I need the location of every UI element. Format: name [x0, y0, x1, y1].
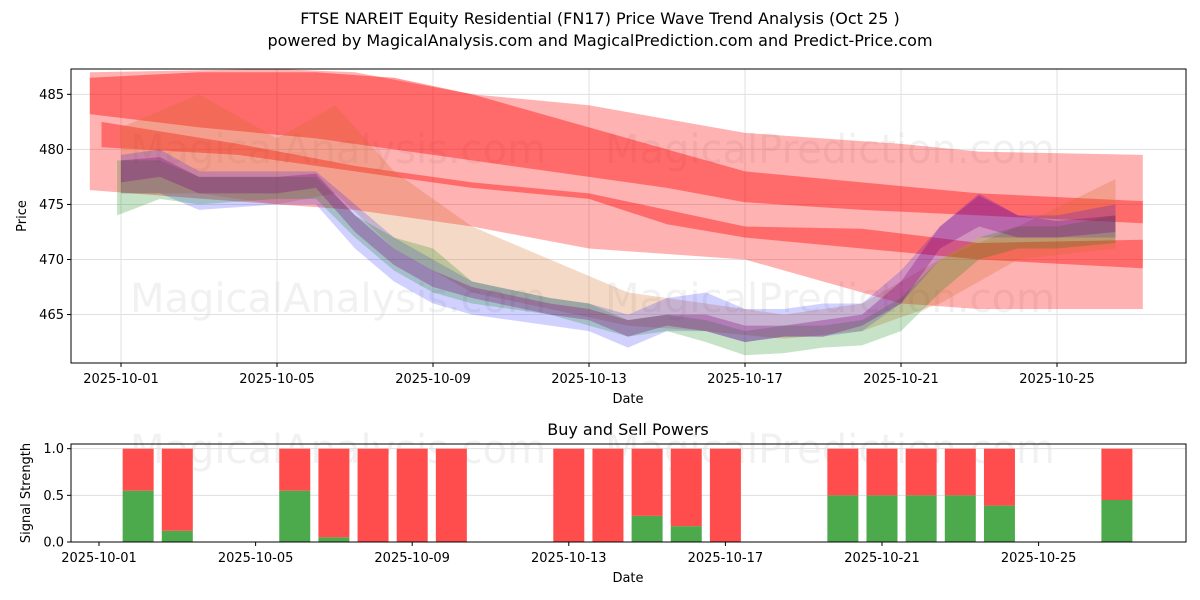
signal-x-ticks: 2025-10-01 2025-10-05 2025-10-09 2025-10-13… [61, 542, 1076, 566]
sell-bar [162, 449, 193, 531]
sell-bar [397, 449, 428, 542]
y-tick-label: 465 [39, 308, 64, 323]
y-tick-label: 0.5 [43, 489, 64, 504]
sell-bar [945, 449, 976, 496]
y-tick-label: 480 [39, 143, 64, 158]
price-x-label: Date [612, 392, 643, 407]
x-tick-label: 2025-10-21 [863, 372, 939, 387]
x-tick-label: 2025-10-01 [61, 551, 137, 566]
x-tick-label: 2025-10-13 [531, 551, 607, 566]
y-tick-label: 470 [39, 253, 64, 268]
buy-bar [867, 495, 898, 542]
sell-bar [553, 449, 584, 542]
y-tick-label: 485 [39, 88, 64, 103]
buy-bar [827, 495, 858, 542]
sell-bar [632, 449, 663, 516]
price-y-ticks: 465 470 475 480 485 [39, 88, 71, 323]
sell-bar [867, 449, 898, 496]
buy-bar [984, 506, 1015, 542]
x-tick-label: 2025-10-09 [374, 551, 450, 566]
x-tick-label: 2025-10-17 [688, 551, 764, 566]
x-tick-label: 2025-10-05 [239, 372, 315, 387]
x-tick-label: 2025-10-01 [83, 372, 159, 387]
x-tick-label: 2025-10-17 [707, 372, 783, 387]
sell-bar [123, 449, 154, 491]
sell-bar [358, 449, 389, 542]
signal-x-label: Date [612, 571, 643, 586]
sell-bar [279, 449, 310, 491]
buy-bar [1101, 500, 1132, 542]
y-tick-label: 475 [39, 198, 64, 213]
x-tick-label: 2025-10-05 [218, 551, 294, 566]
sell-bar [318, 449, 349, 538]
price-y-label: Price [15, 200, 30, 232]
buy-bar [318, 537, 349, 542]
buy-bar [906, 495, 937, 542]
sell-bar [436, 449, 467, 542]
y-tick-label: 1.0 [43, 442, 64, 457]
sell-bar [1101, 449, 1132, 500]
x-tick-label: 2025-10-21 [844, 551, 920, 566]
buy-bar [279, 491, 310, 542]
chart-canvas: MagicalAnalysis.com MagicalPrediction.co… [0, 0, 1200, 600]
price-x-ticks: 2025-10-01 2025-10-05 2025-10-09 2025-10-13… [83, 363, 1095, 387]
x-tick-label: 2025-10-25 [1019, 372, 1095, 387]
buy-bar [123, 491, 154, 542]
y-tick-label: 0.0 [43, 536, 64, 551]
signal-y-ticks: 0.0 0.5 1.0 [43, 442, 71, 550]
sell-bar [710, 449, 741, 542]
sell-bar [592, 449, 623, 542]
sell-bar [671, 449, 702, 526]
signal-y-label: Signal Strength [19, 443, 34, 543]
x-tick-label: 2025-10-13 [551, 372, 627, 387]
x-tick-label: 2025-10-09 [395, 372, 471, 387]
sell-bar [827, 449, 858, 496]
buy-bar [945, 495, 976, 542]
sell-bar [906, 449, 937, 496]
buy-bar [632, 516, 663, 542]
buy-bar [162, 531, 193, 542]
buy-bar [671, 526, 702, 542]
sell-bar [984, 449, 1015, 506]
x-tick-label: 2025-10-25 [1001, 551, 1077, 566]
